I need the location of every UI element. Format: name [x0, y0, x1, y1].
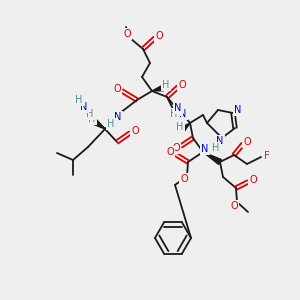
Text: N: N	[174, 103, 182, 113]
Polygon shape	[203, 152, 221, 164]
Text: O: O	[172, 143, 180, 153]
Polygon shape	[180, 123, 190, 132]
Text: O: O	[166, 147, 174, 157]
Text: N: N	[216, 136, 224, 146]
Text: N: N	[114, 112, 122, 122]
Text: N: N	[234, 105, 242, 115]
Text: O: O	[155, 31, 163, 41]
Text: O: O	[180, 174, 188, 184]
Text: N: N	[179, 109, 187, 119]
Text: H: H	[162, 80, 170, 90]
Text: F: F	[264, 151, 270, 161]
Text: H: H	[174, 103, 182, 113]
Text: O: O	[249, 175, 257, 185]
Text: H: H	[86, 109, 94, 119]
Text: N: N	[201, 144, 209, 154]
Text: N: N	[174, 105, 182, 115]
Text: O: O	[230, 201, 238, 211]
Text: H: H	[176, 122, 184, 132]
Polygon shape	[93, 120, 105, 129]
Text: O: O	[243, 137, 251, 147]
Text: O: O	[123, 29, 131, 39]
Text: O: O	[178, 80, 186, 90]
Text: H: H	[88, 114, 96, 124]
Polygon shape	[152, 85, 164, 91]
Text: H: H	[75, 95, 83, 105]
Text: N: N	[80, 102, 88, 112]
Text: O: O	[131, 126, 139, 136]
Text: O: O	[113, 84, 121, 94]
Text: H: H	[107, 119, 115, 129]
Text: H: H	[170, 109, 178, 119]
Text: H: H	[169, 111, 177, 121]
Text: H: H	[212, 143, 220, 153]
